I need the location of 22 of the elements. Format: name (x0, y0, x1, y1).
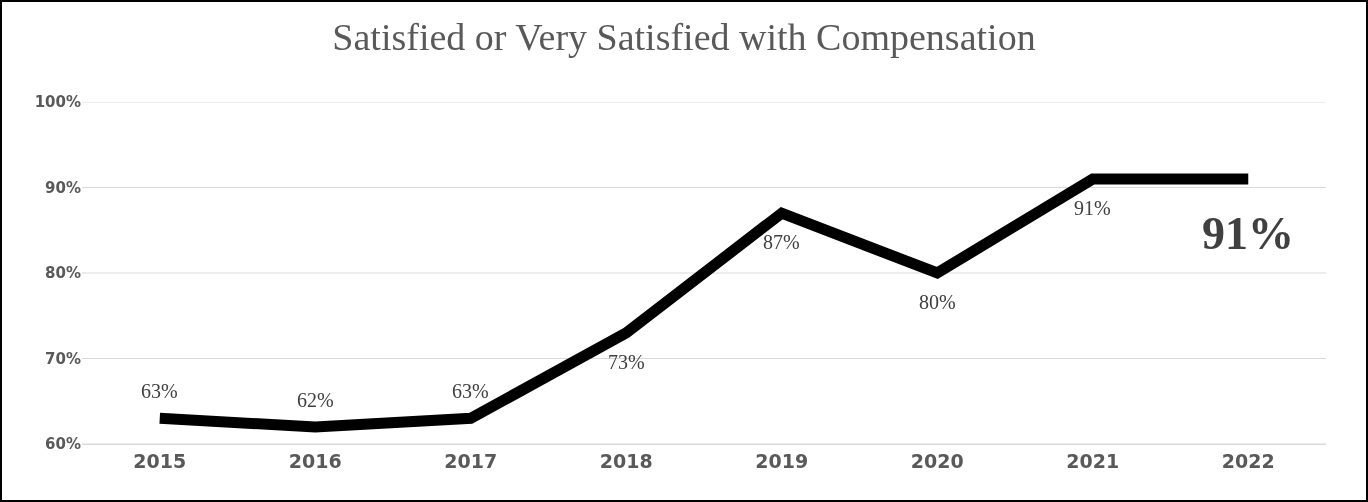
x-tick-label: 2022 (1221, 449, 1275, 472)
text: 80% (919, 291, 956, 313)
y-tick-label: 80% (45, 264, 81, 283)
x-tick-label: 2015 (133, 449, 187, 472)
x-tick-label: 2020 (910, 449, 964, 472)
x-tick-label: 2016 (288, 449, 342, 472)
y-tick-label: 70% (45, 349, 81, 368)
text: 62% (297, 389, 334, 411)
x-tick-label: 2018 (599, 449, 653, 472)
text: 91% (1074, 197, 1111, 219)
chart-title: Satisfied or Very Satisfied with Compensation (332, 16, 1036, 59)
text: 91% (1202, 208, 1294, 259)
text: 63% (141, 380, 178, 402)
y-tick-label: 60% (45, 435, 81, 454)
x-tick-label: 2017 (444, 449, 498, 472)
text: 87% (763, 231, 800, 253)
y-tick-label: 100% (34, 93, 81, 112)
x-tick-label: 2021 (1066, 449, 1120, 472)
text: 73% (608, 351, 645, 373)
y-tick-label: 90% (45, 178, 81, 197)
text: 63% (452, 380, 489, 402)
x-tick-label: 2019 (755, 449, 809, 472)
